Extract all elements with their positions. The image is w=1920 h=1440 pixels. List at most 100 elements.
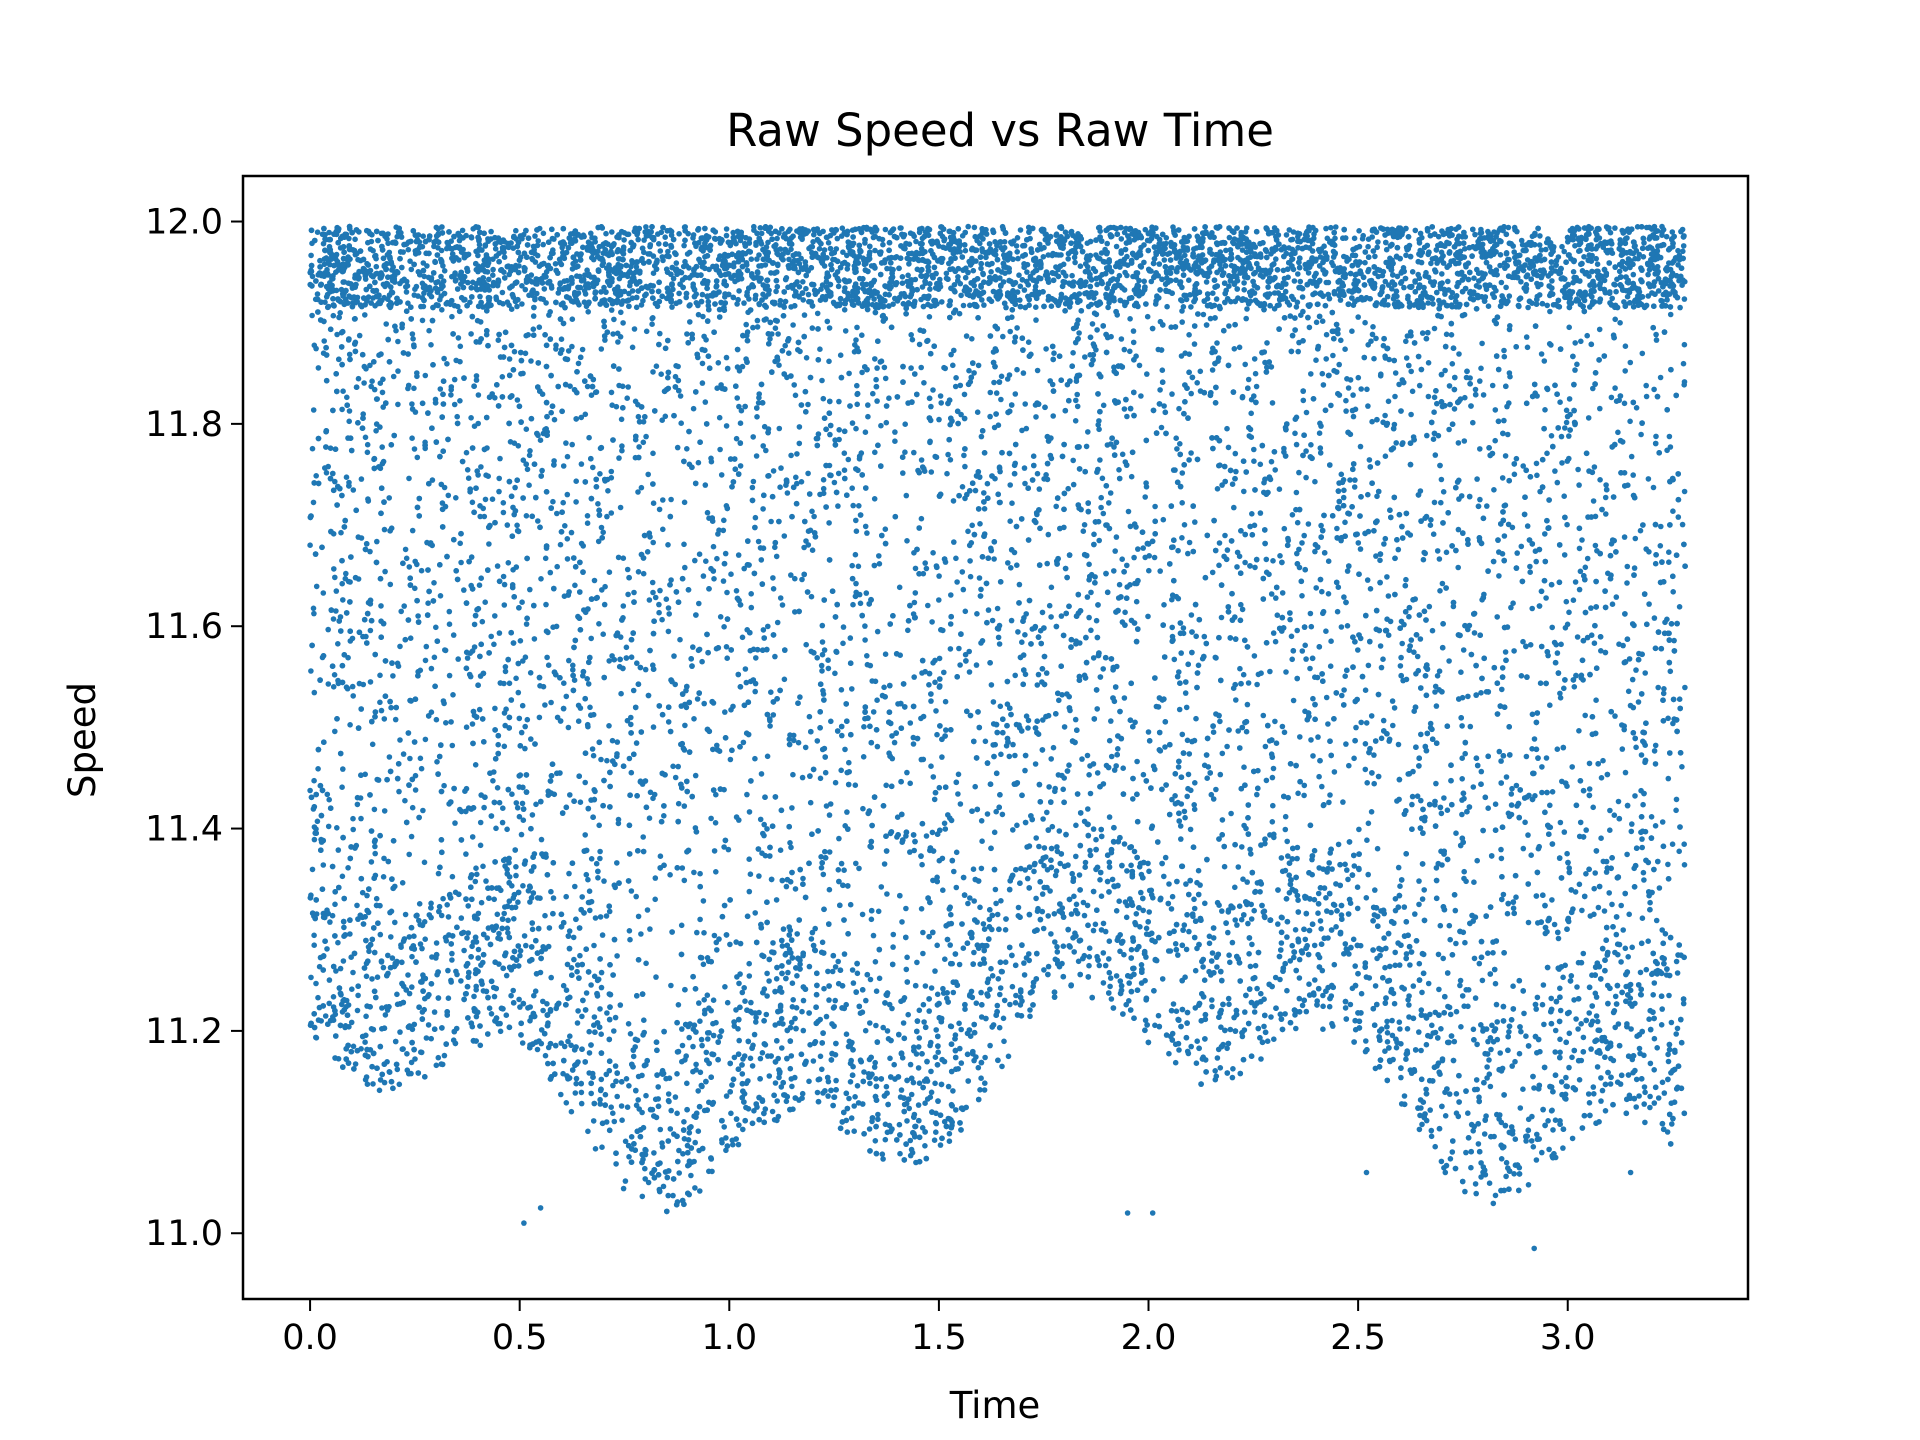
scatter-point (567, 792, 573, 798)
scatter-point (661, 813, 667, 819)
scatter-point (1041, 845, 1048, 851)
scatter-point (1534, 1131, 1540, 1138)
scatter-point (1403, 252, 1409, 259)
scatter-point (457, 343, 464, 350)
scatter-point (1062, 229, 1069, 235)
scatter-point (1559, 243, 1565, 250)
scatter-point (315, 766, 321, 772)
scatter-point (1033, 304, 1039, 311)
scatter-point (564, 491, 571, 498)
scatter-point (920, 570, 927, 577)
scatter-point (826, 520, 832, 526)
scatter-point (1238, 601, 1244, 608)
scatter-point (434, 759, 440, 765)
scatter-point (410, 336, 416, 342)
scatter-point (746, 960, 752, 967)
scatter-point (1161, 602, 1167, 608)
scatter-point (956, 645, 962, 652)
scatter-point (620, 603, 627, 609)
scatter-point (940, 985, 946, 992)
scatter-point (583, 871, 590, 878)
scatter-point (1048, 303, 1055, 310)
scatter-point (708, 815, 714, 822)
scatter-point (1210, 796, 1217, 802)
scatter-point (819, 377, 825, 384)
scatter-point (1591, 885, 1597, 892)
scatter-point (1537, 488, 1543, 495)
scatter-point (1178, 650, 1184, 656)
scatter-point (776, 362, 782, 369)
scatter-point (1249, 511, 1255, 517)
scatter-point (1128, 862, 1134, 869)
scatter-point (1408, 411, 1414, 418)
scatter-point (599, 1144, 605, 1150)
scatter-point (1357, 546, 1364, 552)
scatter-point (967, 895, 973, 901)
scatter-point (798, 479, 805, 485)
scatter-point (1052, 939, 1058, 945)
scatter-point (1508, 604, 1514, 611)
scatter-point (997, 991, 1003, 998)
scatter-point (1572, 889, 1579, 895)
scatter-point (1022, 401, 1028, 407)
scatter-point (1598, 775, 1605, 781)
scatter-point (1181, 922, 1188, 928)
scatter-point (477, 819, 484, 826)
scatter-point (480, 863, 486, 870)
scatter-point (1491, 229, 1497, 235)
scatter-point (844, 1129, 851, 1135)
scatter-point (907, 849, 913, 855)
scatter-point (823, 803, 830, 809)
scatter-point (701, 930, 707, 936)
scatter-point (573, 1075, 580, 1082)
scatter-point (1318, 522, 1324, 529)
scatter-point (1552, 1117, 1559, 1123)
scatter-point (494, 785, 501, 791)
scatter-point (832, 670, 838, 677)
scatter-point (1021, 287, 1028, 293)
scatter-point (640, 419, 647, 425)
scatter-point (1127, 348, 1133, 355)
scatter-point (1075, 958, 1082, 965)
scatter-point (574, 968, 580, 975)
scatter-point (621, 237, 627, 243)
scatter-point (744, 791, 750, 798)
scatter-point (702, 482, 709, 488)
scatter-point (1492, 980, 1499, 987)
scatter-point (1577, 568, 1584, 575)
scatter-point (1393, 1044, 1400, 1051)
scatter-point (565, 724, 572, 731)
scatter-point (805, 470, 811, 477)
scatter-point (397, 643, 403, 650)
scatter-point (546, 925, 553, 931)
scatter-point (1679, 764, 1685, 770)
scatter-point (1474, 1041, 1480, 1048)
scatter-point (473, 865, 479, 871)
scatter-point (935, 1049, 941, 1055)
scatter-point (668, 1107, 674, 1114)
scatter-point (1093, 617, 1100, 624)
scatter-point (1270, 630, 1277, 636)
scatter-point (1436, 986, 1442, 993)
scatter-point (932, 679, 938, 686)
scatter-point (697, 870, 703, 877)
scatter-point (809, 929, 816, 936)
scatter-point (1319, 370, 1326, 377)
scatter-point (1472, 231, 1478, 238)
scatter-point (540, 230, 547, 237)
scatter-point (1523, 753, 1530, 760)
scatter-point (692, 772, 699, 779)
scatter-point (1261, 908, 1268, 914)
scatter-point (431, 1009, 438, 1015)
scatter-point (1338, 337, 1344, 344)
scatter-point (953, 849, 960, 856)
scatter-point (963, 333, 970, 339)
scatter-point (1299, 540, 1305, 546)
scatter-point (529, 812, 536, 818)
scatter-point (1018, 865, 1024, 872)
scatter-point (608, 307, 615, 313)
scatter-point (459, 227, 466, 234)
scatter-point (1299, 648, 1306, 654)
scatter-point (1430, 301, 1436, 307)
scatter-point (583, 990, 590, 996)
